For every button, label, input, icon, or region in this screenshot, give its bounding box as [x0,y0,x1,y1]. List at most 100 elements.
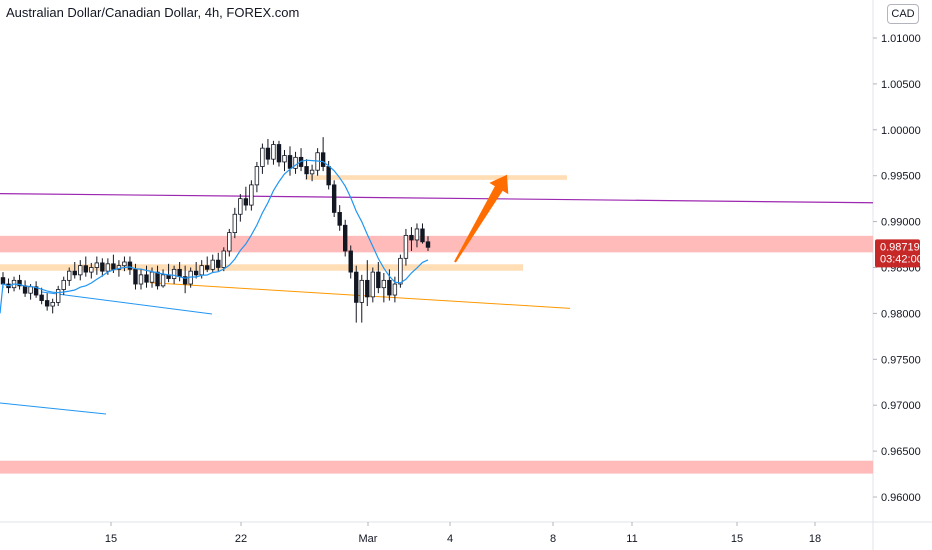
price-tick-label: 0.98000 [881,308,921,320]
time-axis[interactable]: 15 22 Mar 4 8 11 15 18 [105,522,874,550]
candle-body [193,270,199,276]
time-tick-label: 15 [105,533,117,545]
candle [381,273,387,303]
candle-body [343,224,348,252]
candle [315,148,320,176]
candle [249,180,254,211]
candle-body [67,270,72,281]
candle [155,265,160,290]
candle [337,205,342,231]
candle [331,180,337,218]
candle-body [17,279,22,287]
candle-body [403,234,409,259]
last-price-value: 0.98719 [880,241,920,253]
candle [232,207,238,239]
time-tick-label: 4 [447,533,453,545]
zone-1 [0,235,873,253]
candle-body [320,152,326,167]
candle [365,260,370,307]
time-tick-label: 11 [626,533,637,545]
zone-4 [0,264,523,271]
candle [276,140,282,167]
candle [89,262,94,279]
candle [100,258,105,277]
candle [205,256,210,273]
last-price-box [875,239,920,268]
candle-body [304,166,309,175]
candle-body [376,271,381,289]
candle-body [39,294,44,301]
candle-body [260,147,265,167]
candle [160,269,166,288]
time-tick-label: 8 [550,533,556,545]
candle [387,269,392,301]
candle-body [199,265,204,276]
candle-body [100,262,105,272]
price-tick-label: 0.96000 [881,492,921,504]
candle-body [293,156,298,169]
candle-body [138,274,144,285]
candle-body [149,271,155,283]
candle-body [44,300,50,307]
candle [78,260,83,281]
candle-body [331,184,337,213]
candle [227,228,232,257]
candle [39,287,44,305]
countdown-value: 03:42:00 [880,253,923,265]
candle-body [249,184,254,206]
candle [287,146,293,176]
candle [359,274,364,323]
candle-body [177,268,182,278]
candle [425,236,431,251]
candle [409,227,414,251]
candle-body [359,279,364,303]
price-tick-label: 0.99500 [881,171,921,183]
candle-body [337,212,342,226]
moving-average-layer [0,159,429,314]
candle [17,274,22,290]
candle [44,293,50,311]
candle [320,137,326,172]
candle [50,298,55,314]
trendlines-layer [0,193,874,415]
candle [403,228,409,266]
candle [293,151,298,174]
candle [83,256,88,277]
candle-body [83,265,88,273]
currency-button[interactable]: CAD [887,4,919,24]
candle-body [216,259,221,268]
candle-body [28,286,33,294]
candle-body [133,268,138,285]
candle-body [381,279,387,289]
zone-3 [305,175,567,180]
candle-body [254,166,260,186]
candle-body [55,289,61,303]
candle [298,148,304,172]
candle [254,161,260,193]
candle [221,247,226,272]
candle [354,265,359,323]
candle-body [61,279,66,290]
candle-body [287,155,293,169]
candle-body [50,301,55,307]
candle-body [171,268,177,279]
candle-body [425,241,431,248]
candle-body [22,285,28,294]
candle-body [144,274,149,283]
candle [144,265,149,288]
candle-body [370,271,376,298]
candle-body [105,263,111,272]
candle [138,269,144,290]
price-axis[interactable]: 1.010001.005001.000000.995000.990000.985… [873,33,921,504]
candle [72,261,77,279]
candle [216,252,221,272]
candle [260,143,265,174]
price-tick-label: 1.00500 [881,79,921,91]
arrow-layer [454,174,509,263]
candle [343,219,348,257]
candle-body [232,213,238,234]
candle-body [238,198,243,215]
candle-body [210,259,215,270]
candle-body [33,286,39,296]
